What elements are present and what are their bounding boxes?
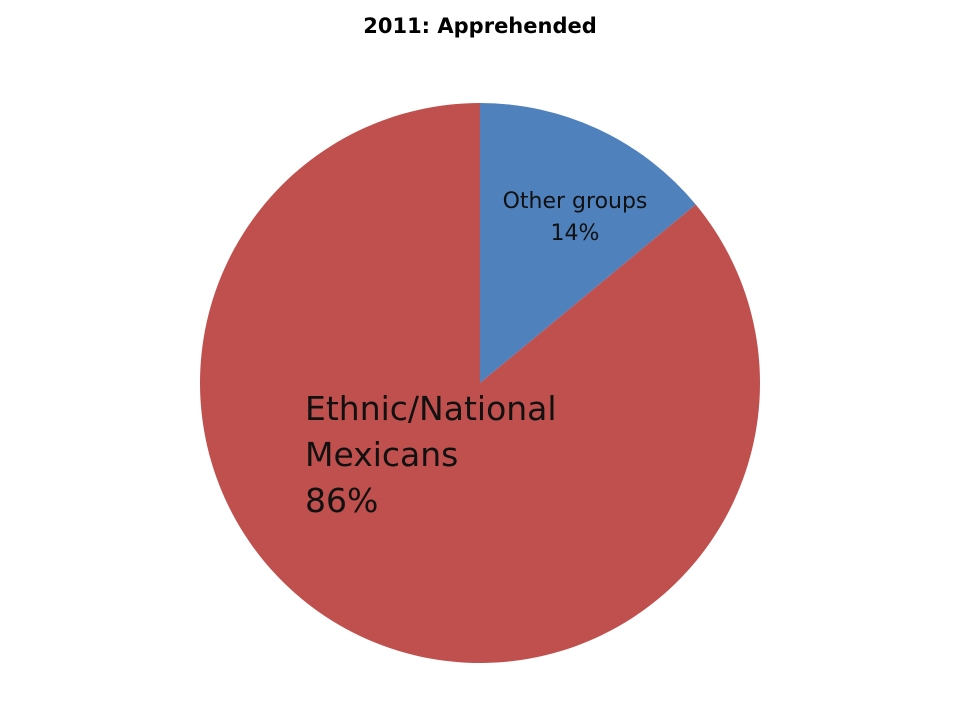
- pie-slices: [199, 103, 760, 663]
- slice-label-line: Other groups: [503, 189, 648, 214]
- slice-label-line: 14%: [551, 221, 600, 246]
- pie-data-labels: Other groups 14% Ethnic/National Mexicans 86…: [305, 189, 647, 520]
- slice-label-1: Ethnic/National Mexicans 86%: [305, 389, 557, 520]
- slice-label-line: Ethnic/National: [305, 389, 557, 428]
- chart-title: 2011: Apprehended: [363, 14, 597, 38]
- slice-label-0: Other groups 14%: [503, 189, 648, 246]
- slice-label-line: Mexicans: [305, 435, 458, 474]
- slice-label-line: 86%: [305, 481, 378, 520]
- pie-slice-0: [480, 103, 696, 383]
- pie-slice-1: [199, 103, 760, 663]
